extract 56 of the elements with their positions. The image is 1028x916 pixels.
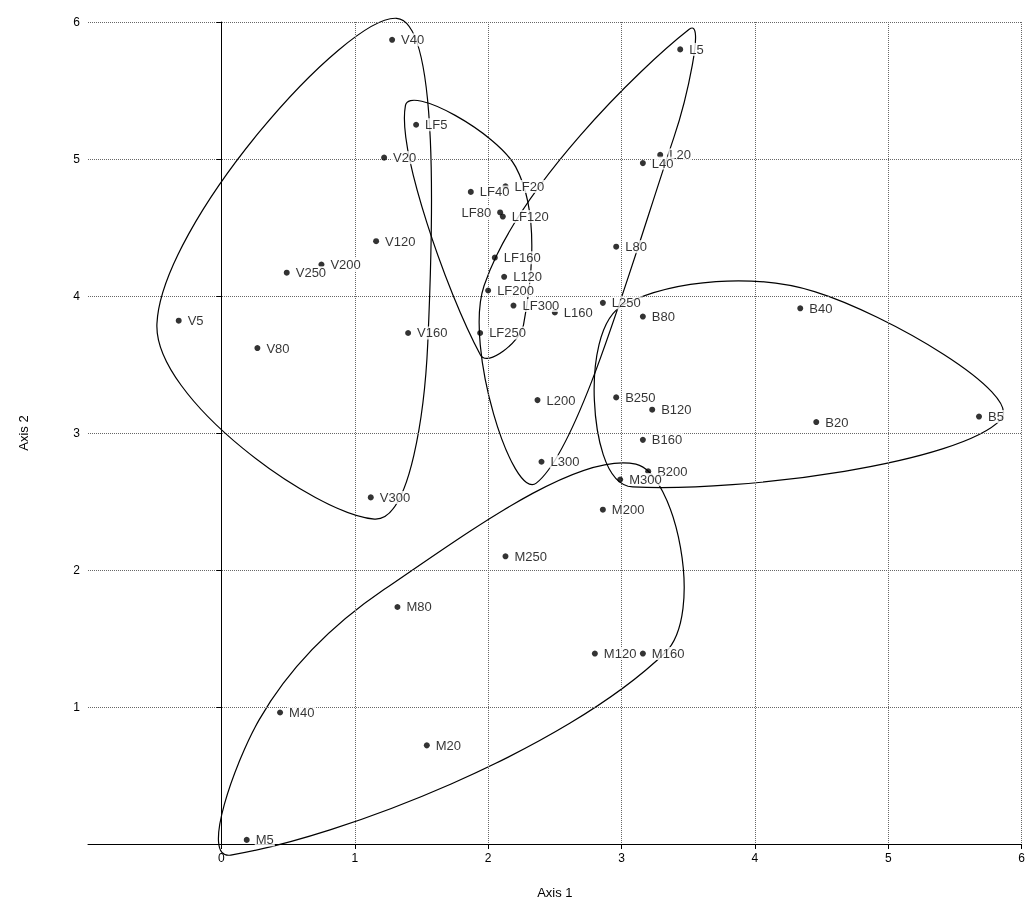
y-tick-label: 5 bbox=[73, 152, 81, 166]
data-label: B120 bbox=[661, 402, 692, 418]
data-label: L120 bbox=[513, 269, 543, 285]
data-label: B80 bbox=[651, 309, 675, 325]
data-label: M20 bbox=[435, 737, 462, 753]
y-axis-title: Axis 2 bbox=[16, 415, 31, 451]
data-label: LF40 bbox=[479, 184, 510, 200]
x-tick-label: 6 bbox=[1018, 851, 1026, 865]
y-tick-label: 6 bbox=[73, 15, 81, 29]
data-label: M200 bbox=[611, 502, 645, 518]
data-label: B40 bbox=[809, 300, 833, 316]
y-tick-label: 4 bbox=[73, 289, 81, 303]
data-label: M80 bbox=[406, 599, 432, 615]
data-label: V300 bbox=[379, 489, 411, 505]
x-tick-label: 2 bbox=[484, 851, 492, 865]
y-tick-label: 2 bbox=[73, 563, 81, 577]
data-label: B5 bbox=[987, 409, 1004, 425]
x-tick-label: 4 bbox=[751, 851, 759, 865]
data-label: M120 bbox=[603, 646, 637, 662]
data-label: V160 bbox=[417, 325, 448, 341]
data-label: LF5 bbox=[425, 117, 448, 133]
data-label: B160 bbox=[651, 432, 683, 448]
data-label: LF160 bbox=[503, 250, 541, 266]
data-label: M5 bbox=[255, 832, 274, 848]
data-label: LF300 bbox=[522, 298, 560, 314]
data-label: V120 bbox=[385, 233, 416, 249]
data-label: LF80 bbox=[461, 204, 492, 220]
data-label: B250 bbox=[625, 389, 656, 405]
data-label: LF250 bbox=[489, 325, 527, 341]
data-label: L160 bbox=[563, 304, 593, 320]
data-label: L5 bbox=[689, 41, 704, 57]
data-label: L200 bbox=[546, 392, 576, 408]
data-label: LF200 bbox=[497, 283, 535, 299]
data-label: V250 bbox=[295, 265, 327, 281]
data-label: L250 bbox=[611, 295, 641, 311]
data-label: L80 bbox=[625, 239, 647, 255]
x-tick-label: 3 bbox=[618, 851, 626, 865]
x-tick-label: 1 bbox=[351, 851, 359, 865]
data-label: V5 bbox=[187, 313, 204, 329]
y-tick-label: 3 bbox=[73, 426, 81, 440]
x-tick-label: 5 bbox=[884, 851, 892, 865]
data-label: V200 bbox=[330, 256, 361, 272]
data-label: LF20 bbox=[514, 178, 545, 194]
data-label: M250 bbox=[514, 548, 548, 564]
data-label: B20 bbox=[825, 414, 849, 430]
data-label: M160 bbox=[651, 646, 685, 662]
x-axis-title: Axis 1 bbox=[537, 885, 573, 900]
data-label: M300 bbox=[629, 472, 662, 488]
y-tick-label: 1 bbox=[73, 700, 81, 714]
data-label: V80 bbox=[266, 340, 290, 356]
data-label: M40 bbox=[289, 704, 315, 720]
data-label: LF120 bbox=[511, 209, 549, 225]
data-label: L300 bbox=[550, 454, 580, 470]
data-label: V40 bbox=[401, 32, 425, 48]
x-tick-label: 0 bbox=[218, 851, 226, 865]
data-label: V20 bbox=[393, 150, 417, 166]
